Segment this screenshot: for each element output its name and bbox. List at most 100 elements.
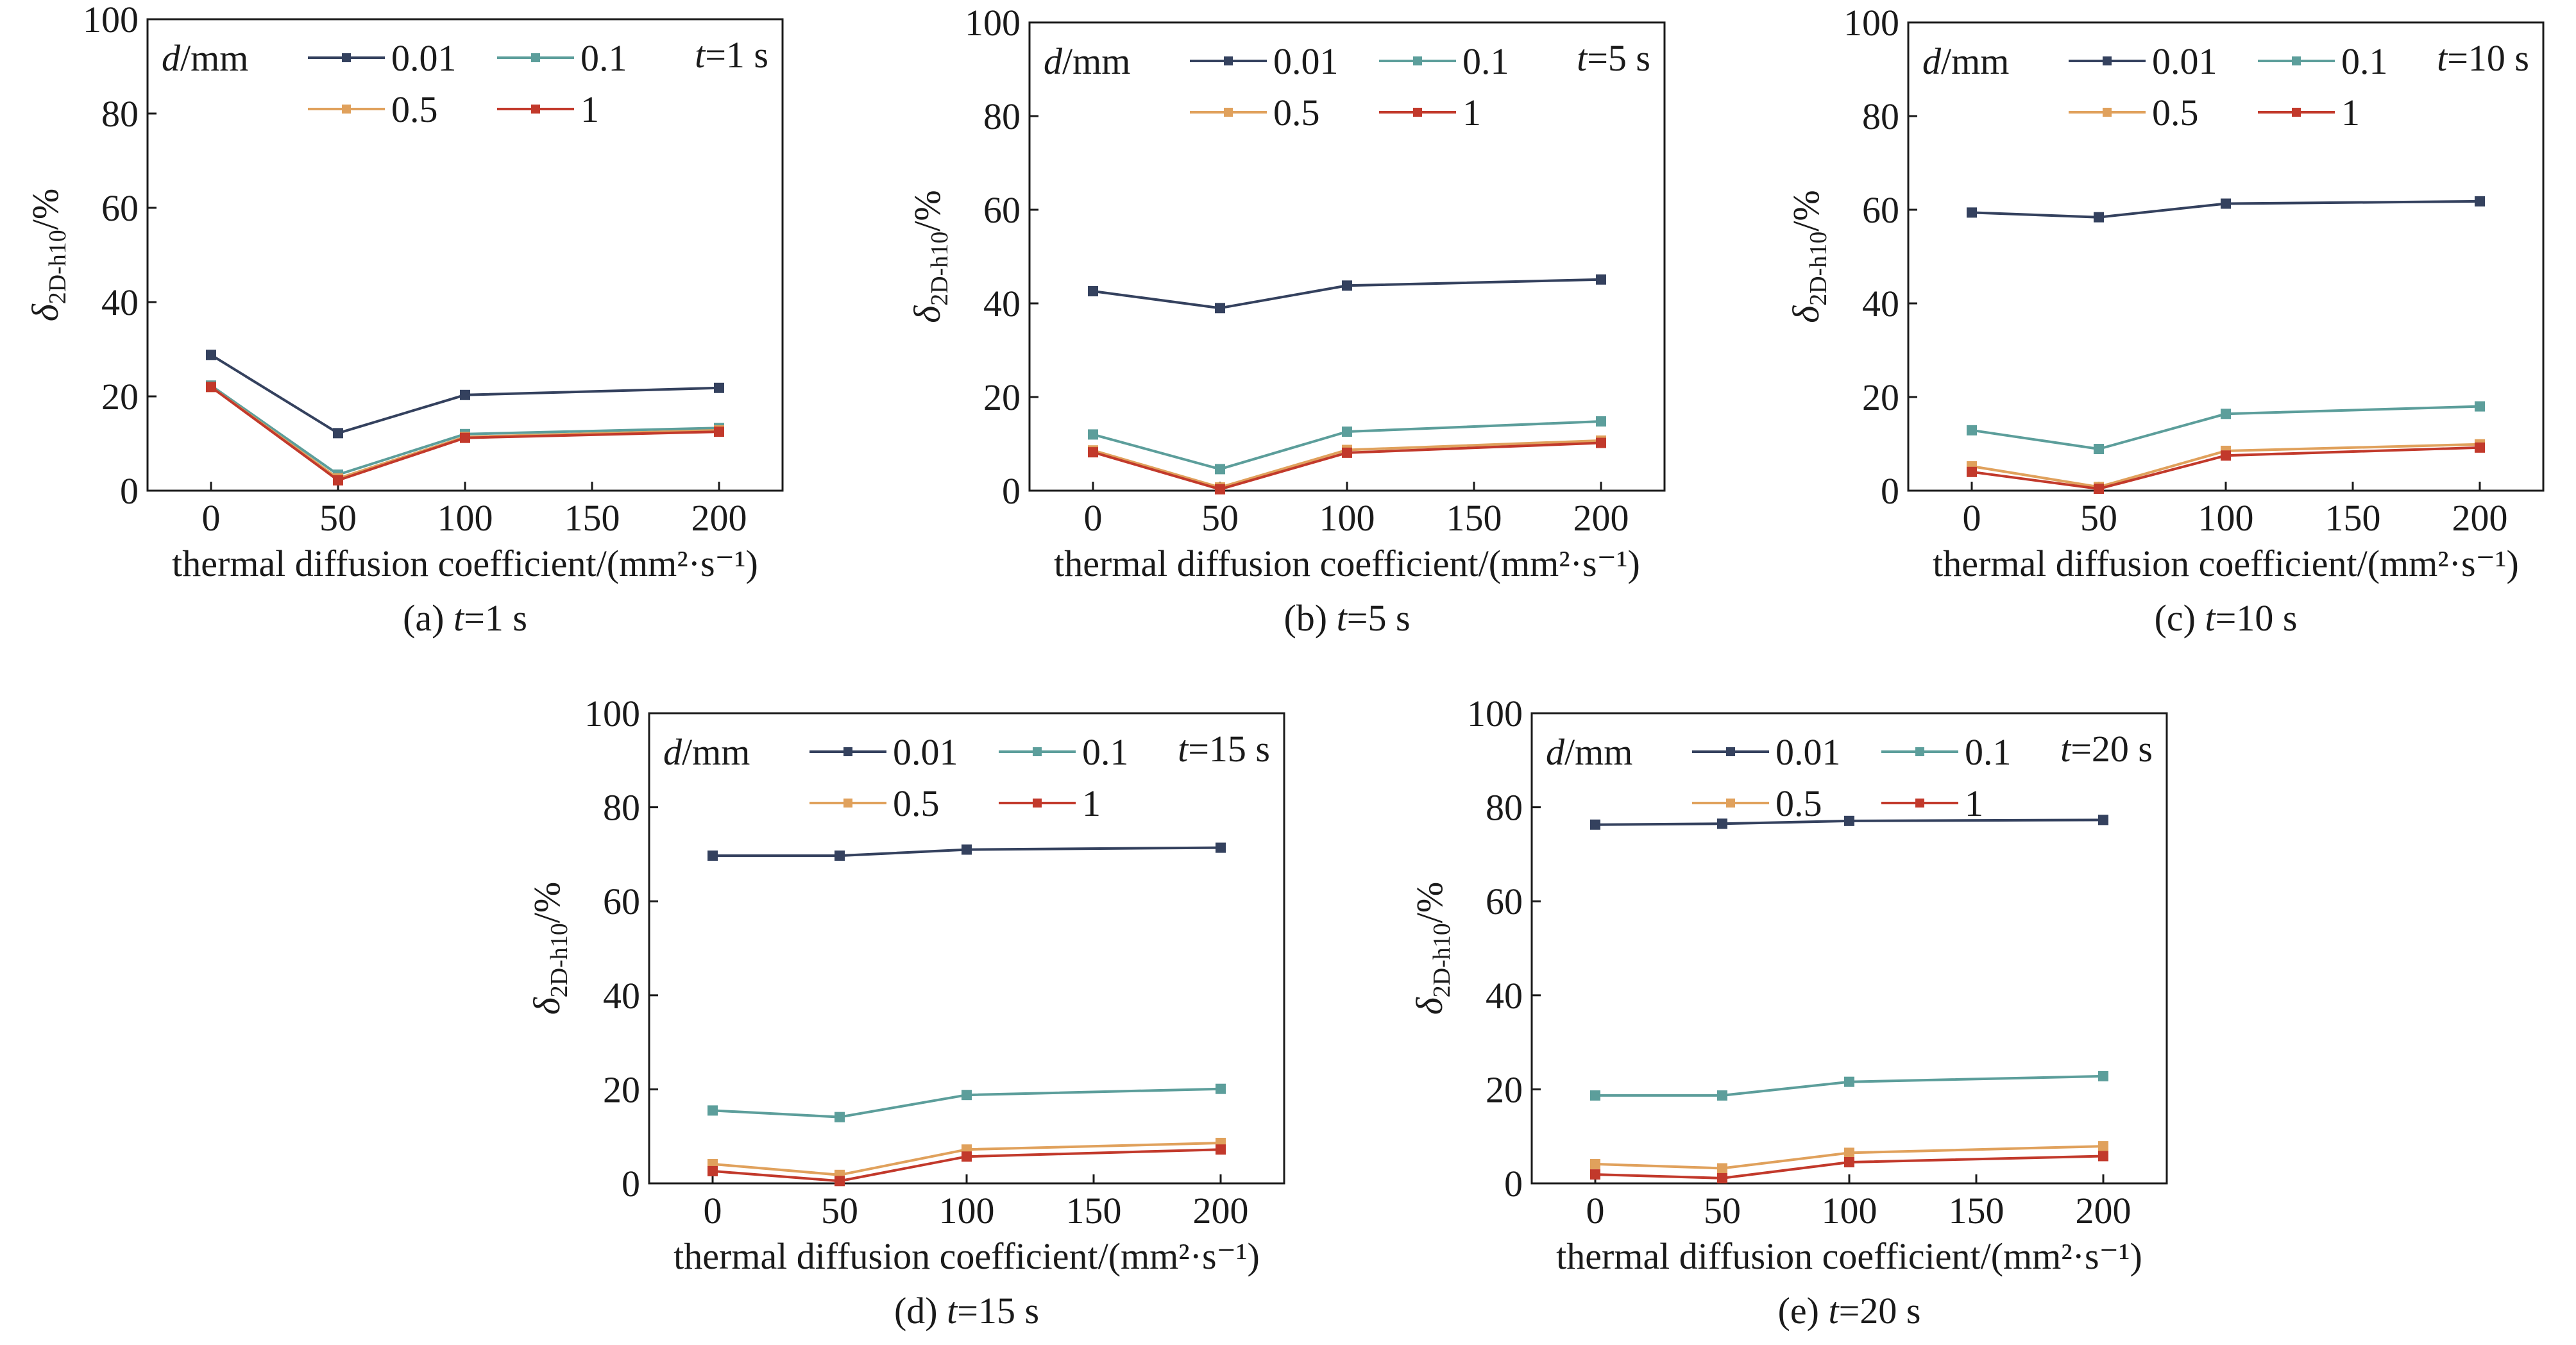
legend-marker: [1726, 799, 1735, 808]
data-point: [1216, 1083, 1226, 1094]
y-tick-label: 0: [1881, 470, 1899, 512]
data-point: [1088, 447, 1098, 458]
x-tick-label: 150: [1066, 1190, 1122, 1231]
data-point: [1590, 1169, 1600, 1180]
legend-marker: [531, 105, 540, 114]
data-point: [206, 382, 216, 393]
data-point: [1215, 464, 1225, 475]
series-line: [712, 1142, 1221, 1176]
y-tick-label: 80: [1486, 787, 1523, 829]
y-axis-subscript: 2D-h10: [44, 230, 71, 304]
data-point: [2098, 1141, 2108, 1152]
y-tick-label: 60: [101, 187, 139, 229]
legend-label: 0.1: [1082, 731, 1129, 773]
data-point: [962, 1151, 972, 1162]
y-tick-label: 80: [983, 96, 1021, 137]
legend-title: d/mm: [1546, 731, 1632, 773]
legend-label: 0.01: [1273, 40, 1339, 82]
caption-prefix: (a): [403, 597, 453, 639]
data-point: [835, 850, 845, 861]
data-point: [1596, 437, 1606, 448]
series-line: [1595, 818, 2104, 826]
legend-label: 0.1: [2341, 40, 2388, 82]
legend-label: 1: [1082, 782, 1101, 824]
plot-frame: [1907, 21, 2545, 492]
caption-time-value: =5 s: [1347, 597, 1411, 639]
y-axis-subscript: 2D-h10: [1428, 923, 1455, 997]
x-tick-label: 150: [2325, 497, 2381, 539]
legend-label: 0.1: [1965, 731, 2012, 773]
series-1: [1967, 442, 2485, 495]
data-point: [1215, 303, 1225, 314]
y-tick-label: 100: [584, 693, 640, 734]
series-line: [210, 384, 720, 477]
panel-e: 0 50 100 150 200 0 20 40 60 80 100 δ2D-h10/% thermal…: [1409, 693, 2168, 1332]
x-tick-label: 0: [202, 497, 221, 539]
x-tick-label: 0: [1963, 497, 1981, 539]
data-point: [1717, 1172, 1727, 1183]
y-tick-label: 60: [1486, 881, 1523, 922]
plot-frame: [1028, 21, 1666, 492]
y-axis-unit: /%: [1785, 190, 1827, 231]
panel-caption: (b) t=5 s: [1284, 597, 1410, 639]
panel-a: 0 50 100 150 200 0 20 40 60 80 100 δ2D-h10/% thermal…: [24, 0, 784, 639]
y-tick-label: 20: [1862, 376, 1899, 418]
legend: d/mm 0.01 0.1 0.5 1: [162, 37, 627, 130]
x-tick-label: 100: [1319, 497, 1375, 539]
data-point: [714, 382, 724, 393]
data-point: [2094, 484, 2104, 495]
series-0.01: [1088, 274, 1606, 314]
series-line: [210, 353, 720, 435]
legend-marker: [1224, 108, 1233, 117]
y-tick-label: 80: [101, 93, 139, 135]
data-point: [1342, 447, 1352, 458]
legend-marker: [342, 53, 351, 62]
caption-time-var: t: [2205, 597, 2216, 639]
legend-marker: [2292, 56, 2301, 65]
legend-title-var: d: [663, 731, 682, 773]
series-0.01: [708, 842, 1226, 861]
caption-time-var: t: [453, 597, 465, 639]
data-point: [1844, 1157, 1854, 1168]
time-label-var: t: [2060, 728, 2072, 770]
legend-label: 0.01: [391, 37, 457, 79]
series-line: [1971, 199, 2480, 219]
time-label-value: =20 s: [2071, 728, 2153, 770]
legend-label: 0.5: [2152, 92, 2199, 133]
caption-time-var: t: [947, 1290, 958, 1332]
legend-marker: [2103, 56, 2112, 65]
legend-title-var: d: [1044, 40, 1063, 82]
series-line: [712, 1148, 1221, 1183]
legend-title-unit: /mm: [1941, 40, 2009, 82]
series-line: [1971, 443, 2480, 489]
y-tick-label: 40: [983, 283, 1021, 325]
data-point: [1590, 819, 1600, 830]
caption-prefix: (c): [2155, 597, 2205, 639]
legend-label: 0.01: [1775, 731, 1841, 773]
time-label: t=1 s: [695, 34, 768, 76]
y-tick-label: 60: [983, 189, 1021, 231]
series-line: [1595, 1145, 2104, 1170]
time-label-value: =10 s: [2447, 37, 2529, 79]
x-tick-label: 50: [1704, 1190, 1741, 1231]
y-axis-label: δ2D-h10/%: [24, 189, 71, 322]
y-axis-subscript: 2D-h10: [546, 923, 573, 997]
data-point: [835, 1112, 845, 1122]
series-1: [1088, 437, 1606, 495]
x-tick-label: 50: [319, 497, 357, 539]
data-point: [1342, 280, 1352, 291]
data-point: [708, 1165, 718, 1176]
series-1: [206, 382, 724, 486]
panel-caption: (a) t=1 s: [403, 597, 527, 639]
y-axis-symbol: δ: [24, 303, 66, 321]
data-point: [1215, 484, 1225, 495]
caption-prefix: (d): [894, 1290, 947, 1332]
data-point: [1844, 1076, 1854, 1087]
y-axis-unit: /%: [906, 190, 948, 231]
y-tick-label: 100: [1843, 2, 1899, 44]
data-point: [1596, 416, 1606, 427]
legend-title: d/mm: [663, 731, 750, 773]
panel-caption: (d) t=15 s: [894, 1290, 1039, 1332]
x-tick-label: 200: [2076, 1190, 2131, 1231]
data-point: [333, 428, 343, 439]
